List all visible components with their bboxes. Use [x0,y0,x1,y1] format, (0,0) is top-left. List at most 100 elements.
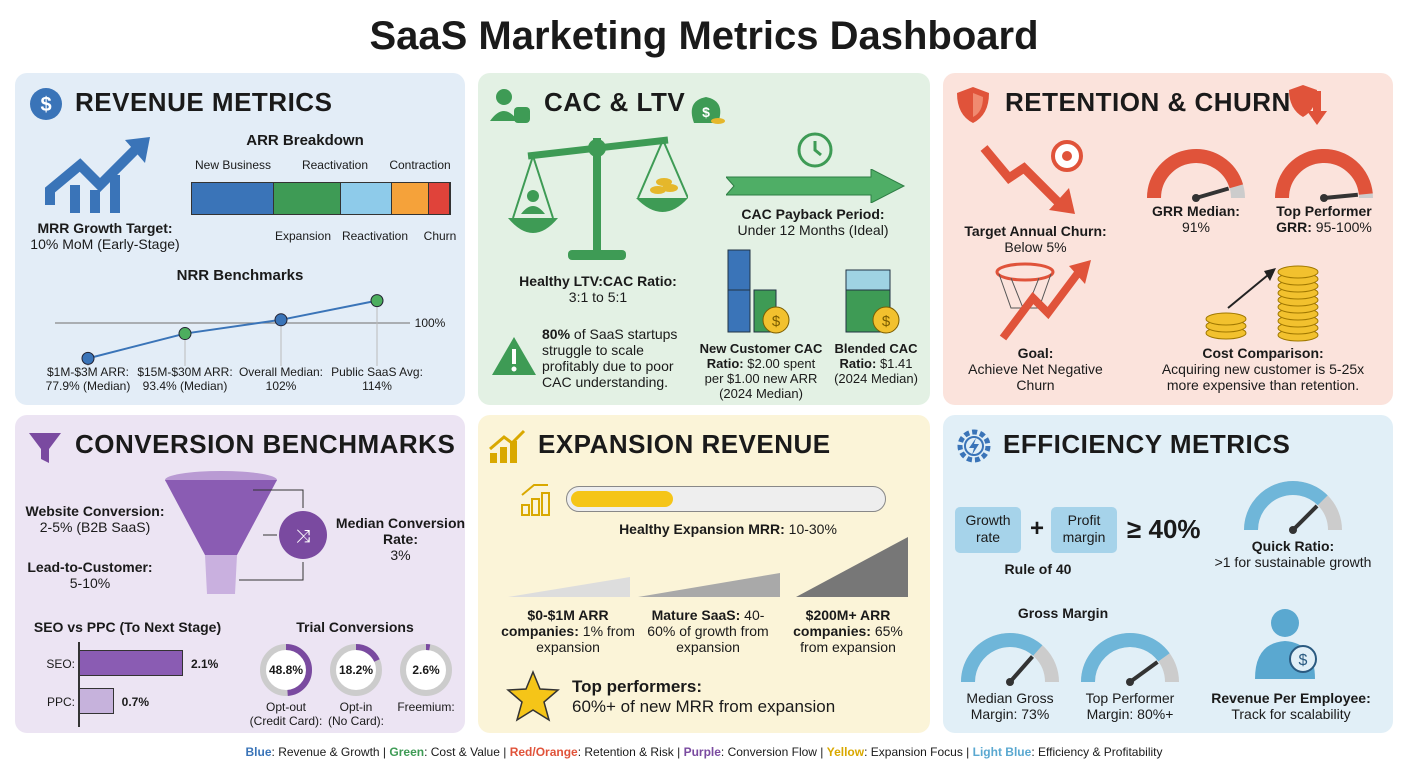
quick-value: >1 for sustainable growth [1214,554,1372,570]
nrr-label: Overall Median: 102% [238,365,324,393]
cost-label: Cost Comparison: [1202,345,1324,361]
declining-chart-target-icon [980,140,1083,214]
arr-segment-reactivation [340,183,393,214]
website-value: 2-5% (B2B SaaS) [39,519,151,535]
gauge-fill [1081,633,1170,683]
expansion-stage: $200M+ ARR companies: 65% from expansion [793,607,903,655]
nrr-point [370,294,384,308]
growth-small-icon [521,484,550,516]
arr-segment-contraction [392,183,429,214]
payback-value: Under 12 Months (Ideal) [737,222,889,238]
top-gross-margin-gauge [1081,633,1179,686]
gauge-fill [1147,149,1244,199]
top-performers-label: Top performers: [572,677,703,696]
ltv-label: Healthy LTV:CAC Ratio: [519,273,677,289]
seo-ppc-title: SEO vs PPC (To Next Stage) [33,619,222,635]
warning-text: 80% of SaaS startups struggle to scale p… [542,326,678,390]
efficiency-panel: EFFICIENCY METRICS Growth rate + Profit … [943,415,1393,733]
trial-label: Freemium: [397,700,455,714]
svg-text:$: $ [882,313,891,330]
nrr-point [274,313,288,327]
trial-value: 18.2% [338,663,374,677]
gauge-needle [1195,186,1230,200]
cac-heading: CAC & LTV [544,87,686,117]
arr-segment-new-business [192,183,274,214]
employee-dollar-icon: $ [1255,609,1317,679]
legend-value: Retention & Risk [584,745,674,759]
coin-stacks-icon [1205,265,1319,342]
nrr-point [178,327,192,341]
ltv-value: 3:1 to 5:1 [568,289,628,305]
arr-segment-expansion [273,183,341,214]
gauge-fill [961,633,1043,683]
bar-label: PPC: [46,695,75,709]
mrr-label: MRR Growth Target: [37,220,173,236]
trial-donut [260,644,312,696]
trial-label: Opt-out (Credit Card): [249,700,323,728]
color-legend: Blue: Revenue & Growth | Green: Cost & V… [245,745,1163,759]
lead-value: 5-10% [69,575,111,591]
gauge-fill [1244,481,1328,531]
expansion-stage: Mature SaaS: 40-60% of growth from expan… [647,607,769,655]
gauge-needle [1323,192,1359,200]
rule-of-40-label: Rule of 40 [1004,561,1072,577]
nrr-label: Public SaaS Avg: 114% [331,365,423,393]
blended-cac-text: Blended CAC Ratio: $1.41 (2024 Median) [834,341,918,386]
churn-value: Below 5% [1004,239,1067,255]
nrr-point [81,351,95,365]
grr-label: GRR Median: [1152,203,1240,219]
trial-title: Trial Conversions [296,619,414,635]
legend-value: Cost & Value [430,745,500,759]
star-icon [506,670,560,722]
legend-key: Green [389,745,425,759]
rpe-label: Revenue Per Employee: [1211,690,1371,706]
revenue-panel: $ REVENUE METRICS MRR Growth Target: 10% … [15,73,465,405]
svg-text:⤨: ⤨ [296,526,310,547]
svg-text:$: $ [40,94,51,116]
bar-value: 0.7% [121,695,150,709]
gauge-fill [1275,149,1373,199]
balance-scale-icon [508,136,688,260]
nrr-label: $15M-$30M ARR: 93.4% (Median) [137,365,233,393]
arr-segment-churn [428,183,450,214]
grr-median-gauge [1147,149,1245,202]
nrr-line [87,299,378,360]
conversion-panel: CONVERSION BENCHMARKS ⤨ Website Conversi… [15,415,465,733]
cac-panel: CAC & LTV $ Healthy LTV:CAC Ratio: 3:1 to… [478,73,930,405]
bar-seo [79,650,183,676]
conversion-funnel-diagram: ⤨ [165,471,327,594]
basketball-hoop-arrow-icon [995,260,1091,341]
page-title: SaaS Marketing Metrics Dashboard [369,14,1039,58]
trial-value: 2.6% [412,663,440,677]
payback-label: CAC Payback Period: [741,206,885,222]
bar-value: 2.1% [191,657,219,671]
legend-key: Light Blue [972,745,1032,759]
arr-label: Contraction [389,158,451,172]
trial-donut [400,644,452,696]
bar-axis [78,642,80,727]
churn-label: Target Annual Churn: [964,223,1107,239]
growth-bars-icon [489,429,526,463]
arr-title: ARR Breakdown [246,132,364,149]
arr-label: Churn [423,229,457,243]
quick-ratio-gauge [1244,481,1342,534]
profit-margin-box: Profit margin [1051,507,1117,553]
efficiency-heading: EFFICIENCY METRICS [1003,429,1291,459]
median-gross-margin-gauge [961,633,1059,686]
goal-label: Goal: [1017,345,1054,361]
legend-value: Conversion Flow [727,745,817,759]
nrr-ref-label: 100% [414,316,446,330]
median-value: 3% [390,547,411,563]
expansion-heading: EXPANSION REVENUE [538,429,831,459]
gross-margin-title: Gross Margin [1017,605,1109,621]
conversion-heading: CONVERSION BENCHMARKS [75,429,456,459]
bar-ppc [79,688,114,714]
cost-value: Acquiring new customer is 5-25x more exp… [1161,361,1365,393]
nrr-line-chart [55,294,410,366]
user-money-icon [490,89,530,123]
gauge-needle [1291,504,1319,532]
arr-label: New Business [194,158,272,172]
lead-label: Lead-to-Customer: [27,559,153,575]
funnel-icon [29,433,61,463]
trial-value: 48.8% [268,663,304,677]
